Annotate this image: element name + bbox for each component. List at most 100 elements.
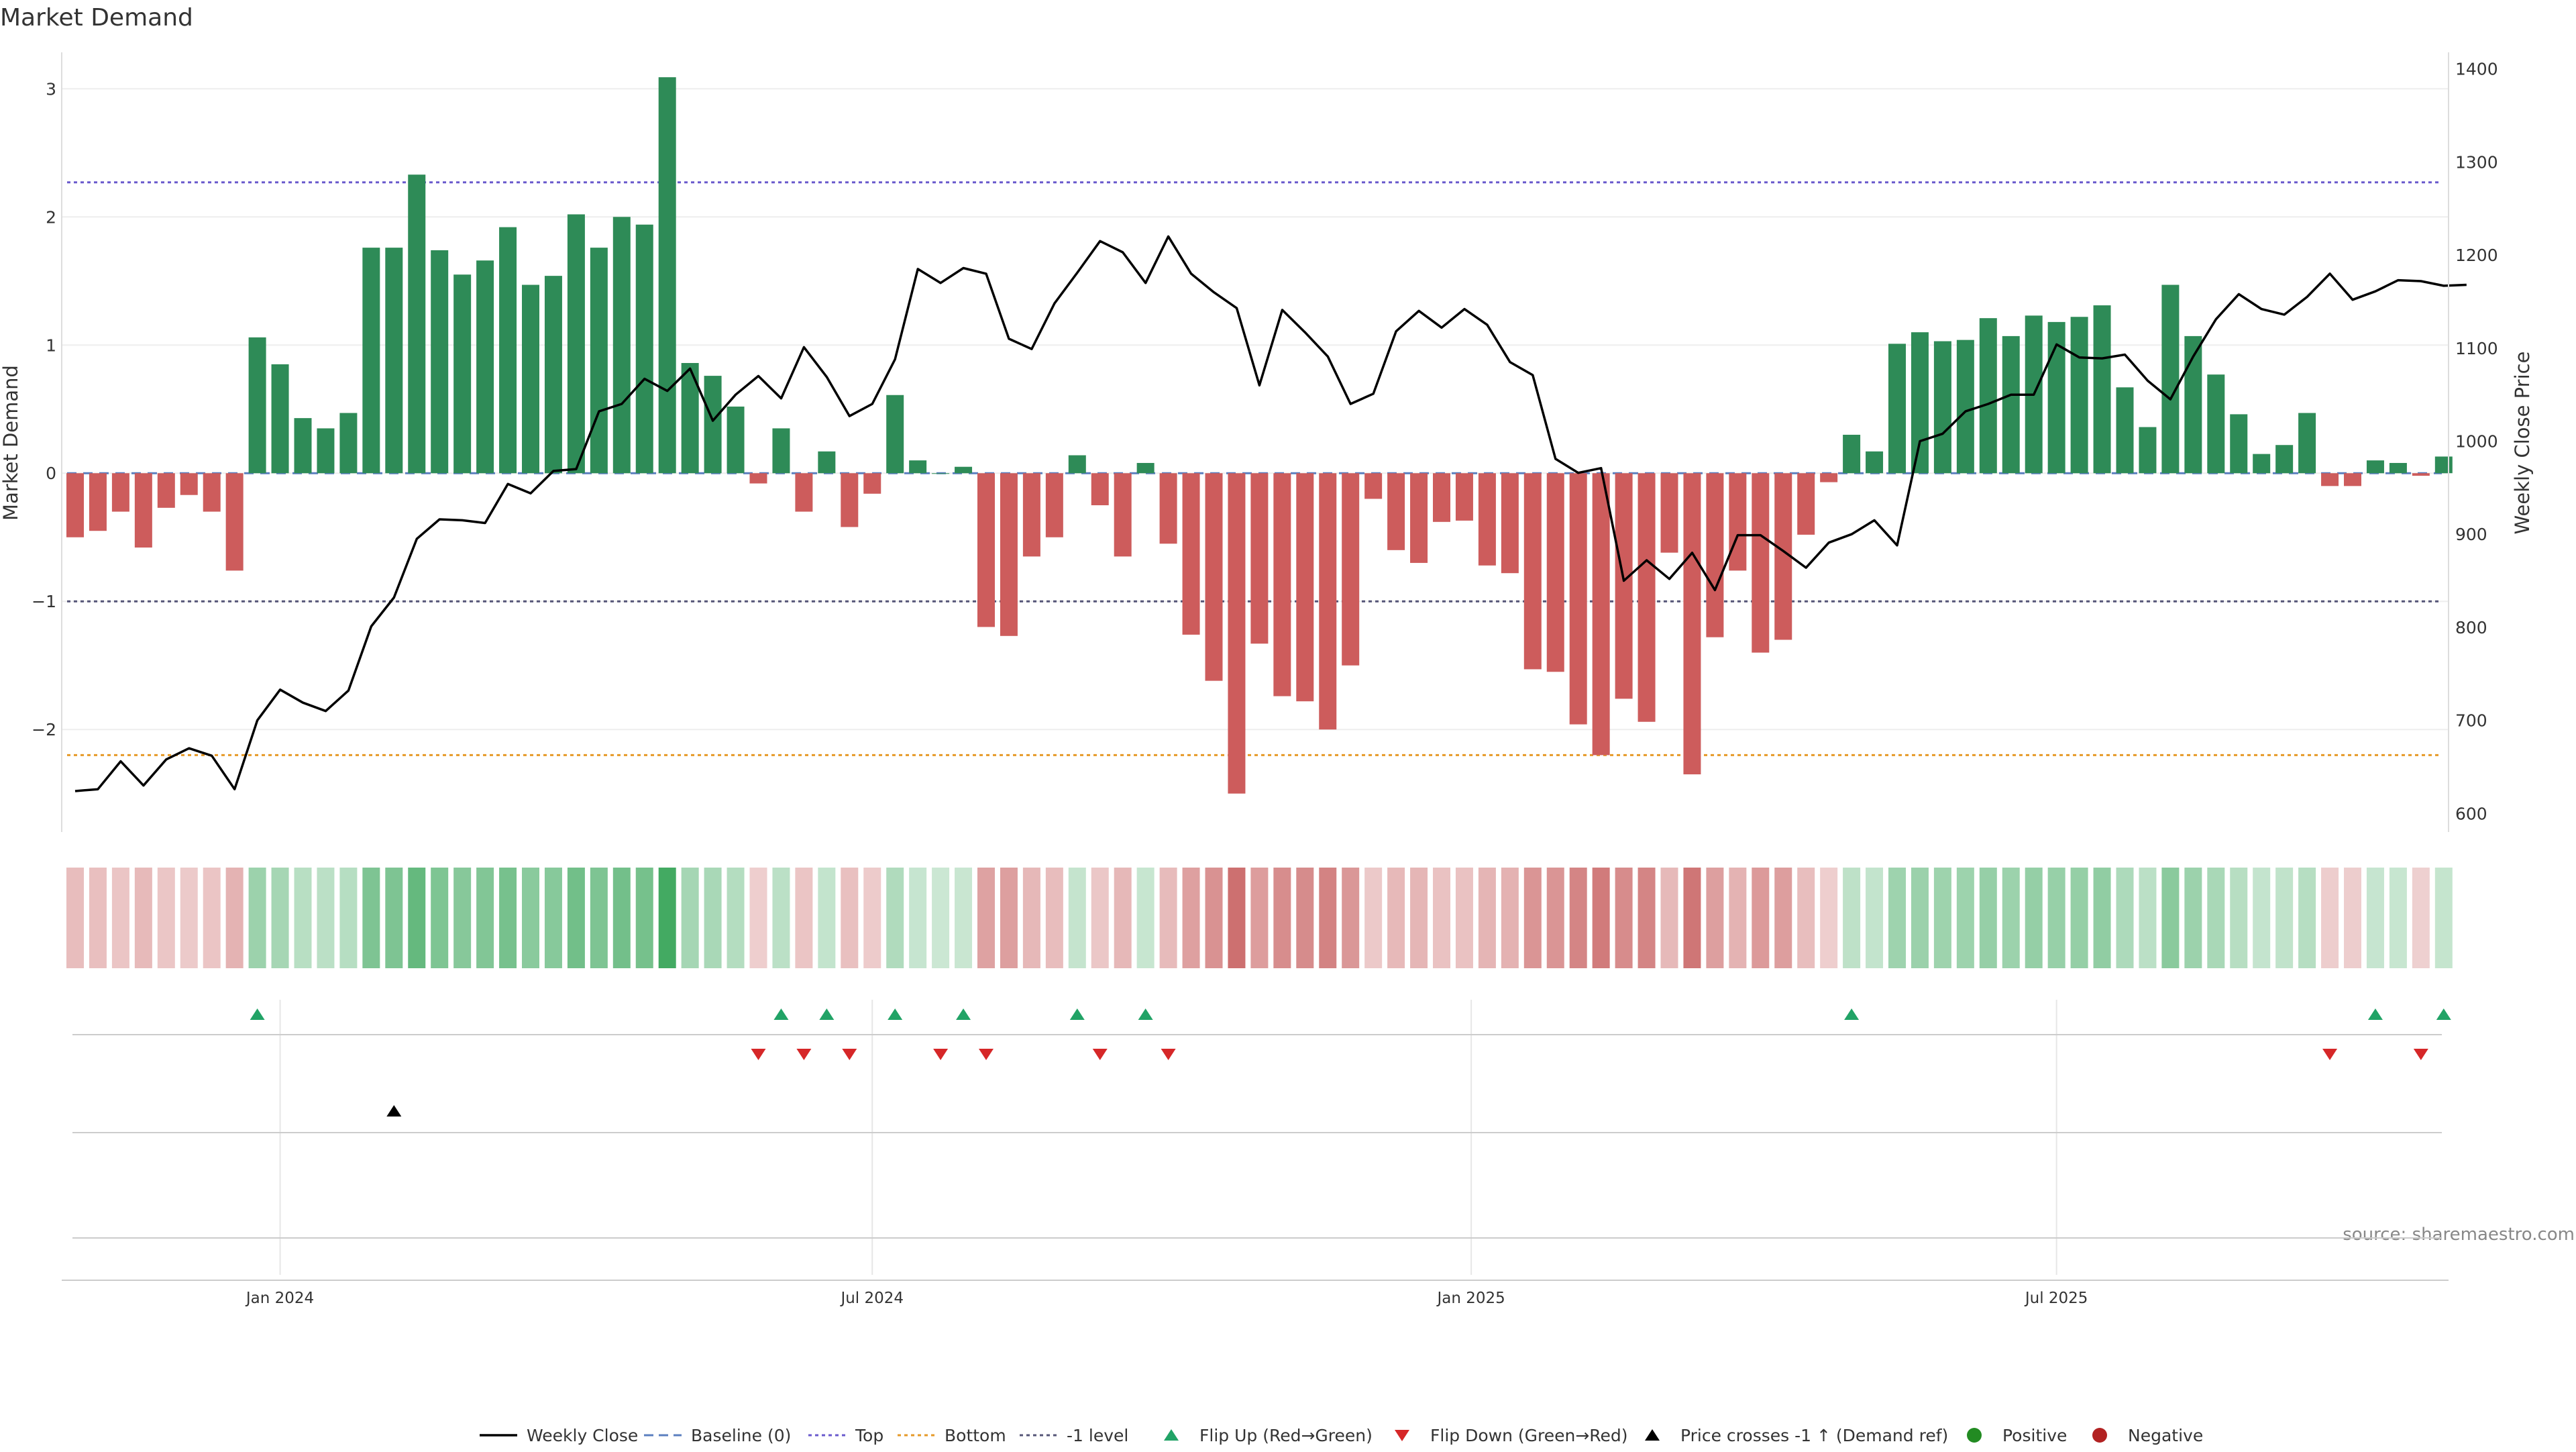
demand-bar: [1546, 473, 1564, 672]
heat-cell: [157, 868, 175, 968]
demand-bar: [795, 473, 813, 512]
heat-cell: [1000, 868, 1018, 968]
demand-bar: [1114, 473, 1132, 557]
price-line-group: [74, 235, 2467, 792]
y-axis-label-right: Weekly Close Price: [2511, 352, 2534, 535]
demand-bar: [727, 406, 745, 474]
heat-cell: [544, 868, 562, 968]
heat-cell: [2321, 868, 2339, 968]
legend-label: Bottom: [945, 1426, 1006, 1445]
demand-bar: [1478, 473, 1496, 566]
heat-cell: [1523, 868, 1542, 968]
demand-bar: [1843, 434, 1861, 474]
heat-cell: [2207, 868, 2225, 968]
heat-cell: [863, 868, 881, 968]
event-rows: [72, 1008, 2451, 1239]
heat-cell: [431, 868, 449, 968]
heat-cell: [362, 868, 380, 968]
demand-bar: [818, 451, 836, 474]
heat-cell: [1797, 868, 1815, 968]
demand-bar: [2344, 473, 2361, 486]
heat-cell: [2116, 868, 2134, 968]
demand-bar: [157, 473, 175, 508]
heat-cell: [1615, 868, 1633, 968]
source-label: source: sharemaestro.com: [2343, 1225, 2575, 1245]
demand-bar: [1592, 473, 1610, 756]
heat-cell: [1273, 868, 1291, 968]
heat-cell: [2002, 868, 2020, 968]
heat-cell: [2253, 868, 2271, 968]
demand-bar: [248, 337, 266, 474]
heat-cell: [2070, 868, 2088, 968]
axes: 3 2 1 0 −1 −2 1400 1300 1200 1100 1000 900 800 700 600: [32, 52, 2498, 832]
heat-cell: [1933, 868, 1951, 968]
flip-down-marker: [979, 1049, 994, 1060]
flip-up-marker: [2436, 1008, 2451, 1020]
left-tick-label: 0: [46, 464, 56, 483]
heat-cell: [886, 868, 904, 968]
demand-bar: [2389, 462, 2407, 474]
heat-cell: [225, 868, 244, 968]
heat-cell: [2161, 868, 2180, 968]
demand-bar: [1797, 473, 1815, 535]
heat-cell: [567, 868, 585, 968]
demand-bar: [1615, 473, 1633, 699]
right-tick-label: 600: [2455, 804, 2487, 823]
heat-cell: [248, 868, 266, 968]
heat-cell: [1342, 868, 1360, 968]
heat-cell: [271, 868, 289, 968]
heat-cell: [1501, 868, 1519, 968]
demand-bar: [1979, 318, 1997, 474]
demand-bar: [590, 248, 608, 474]
flip-down-marker: [933, 1049, 949, 1060]
heat-cell: [841, 868, 859, 968]
heat-cell: [2047, 868, 2065, 968]
heat-cell: [704, 868, 722, 968]
heat-cell: [89, 868, 107, 968]
heat-cell: [795, 868, 813, 968]
heat-cell: [408, 868, 426, 968]
heat-cell: [977, 868, 995, 968]
heat-cell: [612, 868, 631, 968]
legend-item: Price crosses -1 ↑ (Demand ref): [1645, 1426, 1948, 1445]
heat-cell: [1455, 868, 1473, 968]
demand-bar: [2230, 414, 2248, 474]
left-tick-label: −2: [32, 720, 56, 739]
heat-cell: [1866, 868, 1884, 968]
heat-cell: [2230, 868, 2248, 968]
heat-cell: [2344, 868, 2361, 968]
flip-up-marker: [773, 1008, 789, 1020]
demand-bar: [294, 418, 312, 474]
x-tick-label: Jan 2024: [245, 1290, 314, 1307]
demand-bars: [66, 77, 2453, 794]
demand-bar: [1455, 473, 1473, 521]
legend-item: Positive: [1967, 1426, 2067, 1445]
heat-cell: [1159, 868, 1177, 968]
demand-bar: [658, 77, 676, 474]
heat-cell: [1729, 868, 1747, 968]
flip-up-marker: [1069, 1008, 1085, 1020]
heat-cell: [1296, 868, 1314, 968]
demand-bar: [2366, 460, 2384, 474]
left-tick-label: 2: [46, 207, 56, 227]
demand-bar: [704, 376, 722, 474]
legend-label: Negative: [2128, 1426, 2203, 1445]
legend-item: Top: [808, 1426, 883, 1445]
demand-bar: [772, 428, 790, 474]
heat-cell: [2412, 868, 2430, 968]
demand-bar: [749, 473, 767, 484]
demand-bar: [1159, 473, 1177, 544]
flip-down-marker: [751, 1049, 766, 1060]
heat-cell: [658, 868, 676, 968]
demand-bar: [1820, 473, 1838, 482]
y-axis-label-left: Market Demand: [0, 365, 22, 521]
heat-cell: [1022, 868, 1040, 968]
legend-swatch-triangle-up: [1645, 1429, 1660, 1441]
heat-cell: [1683, 868, 1701, 968]
legend-label: Weekly Close: [527, 1426, 638, 1445]
demand-bar: [203, 473, 221, 512]
demand-bar: [2253, 454, 2271, 474]
heat-cell: [955, 868, 973, 968]
heat-cell: [1843, 868, 1861, 968]
